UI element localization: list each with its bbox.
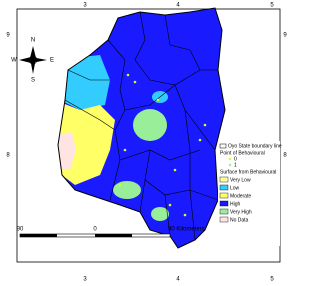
legend-label: Very Low — [230, 177, 251, 183]
scale-label: 90 Kilometers — [168, 227, 205, 233]
tick-label: 5 — [270, 277, 274, 283]
very-high-zone — [151, 207, 169, 221]
tick-label: 8 — [283, 153, 287, 159]
map: 3 4 5 3 4 5 9 8 9 8 N S W E Oyo State bo… — [6, 3, 287, 283]
compass-s: S — [31, 78, 35, 84]
tick-label: 3 — [83, 277, 87, 283]
scale-label: 90 — [17, 227, 24, 233]
legend-label: No Data — [230, 217, 249, 223]
legend-label: Point of Behavioural — [220, 150, 265, 156]
very-high-zone — [133, 109, 167, 141]
legend: Oyo State boundary line Point of Behavio… — [218, 141, 282, 246]
legend-label: Moderate — [230, 193, 251, 199]
legend-label: 1 — [234, 162, 237, 168]
tick-label: 8 — [6, 153, 10, 159]
very-high-zone — [113, 181, 141, 199]
lga-boundaries — [64, 11, 219, 241]
points — [118, 73, 207, 217]
compass: N S W E — [11, 38, 54, 84]
tick-label: 9 — [6, 33, 10, 39]
legend-label: 0 — [234, 156, 237, 162]
legend-label: Surface from Behavioural — [220, 169, 276, 175]
scale-bar: 90 0 90 Kilometers — [17, 227, 205, 238]
compass-e: E — [50, 58, 54, 64]
legend-box — [218, 141, 280, 246]
tick-label: 4 — [176, 277, 180, 283]
compass-n: N — [31, 38, 35, 44]
tick-label: 3 — [83, 3, 87, 9]
tick-labels: 3 4 5 3 4 5 9 8 9 8 — [6, 3, 287, 283]
compass-w: W — [11, 58, 17, 64]
tick-label: 9 — [283, 33, 287, 39]
legend-label: High — [230, 201, 241, 207]
legend-label: Very High — [230, 209, 252, 215]
legend-label: Oyo State boundary line — [228, 143, 282, 149]
tick-label: 4 — [176, 3, 180, 9]
scale-label: 0 — [93, 227, 97, 233]
legend-label: Low — [230, 185, 240, 191]
tick-label: 5 — [270, 3, 274, 9]
